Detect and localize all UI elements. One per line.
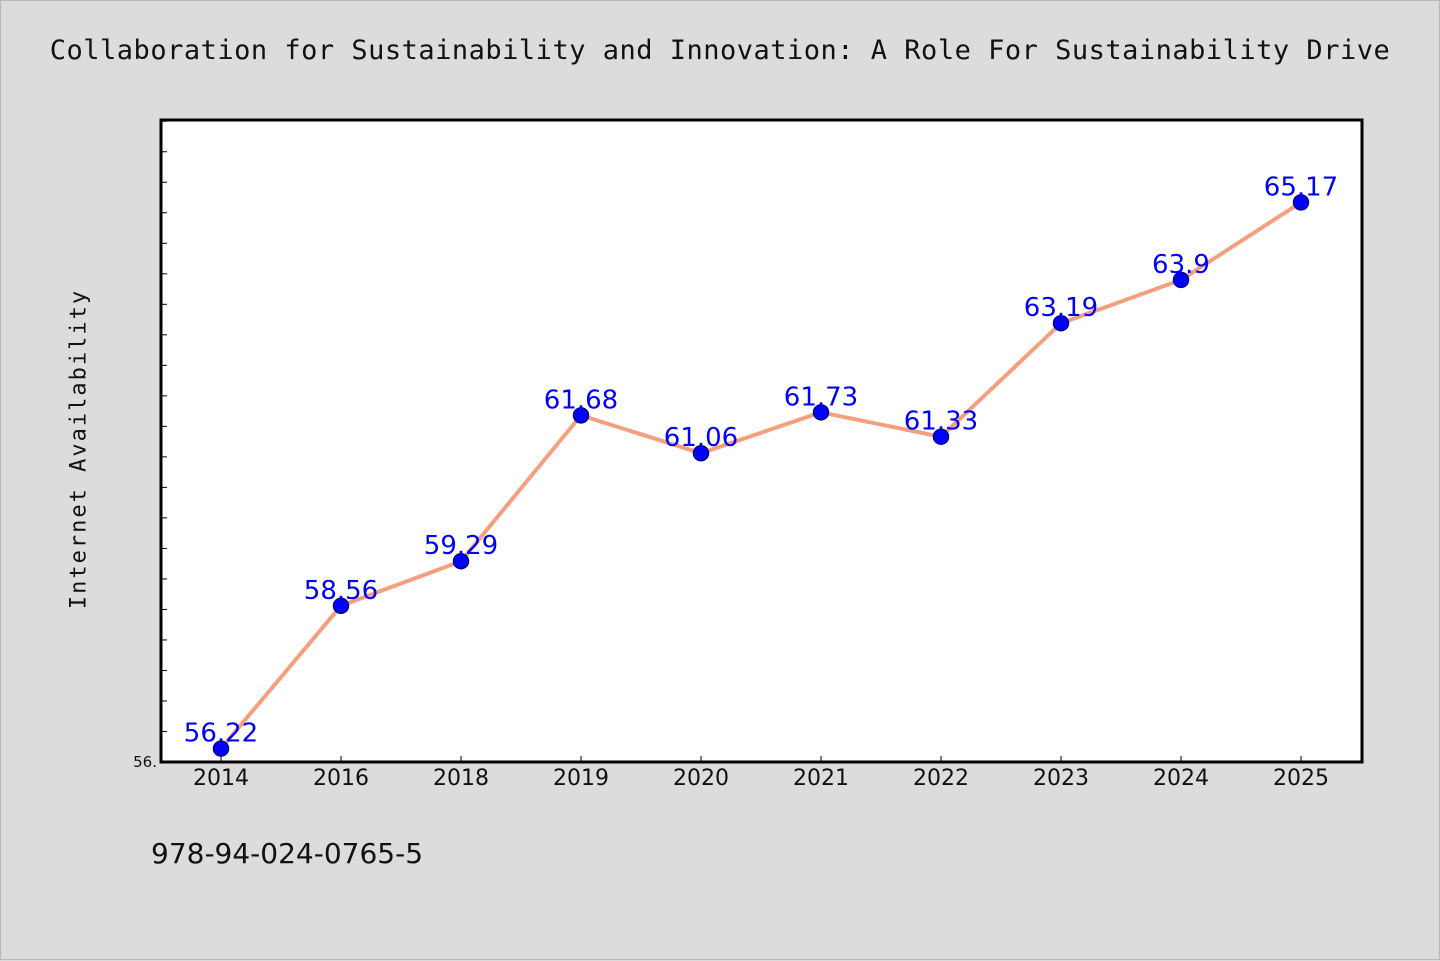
data-point	[812, 404, 830, 421]
y-axis-ticks: 56.	[133, 120, 167, 771]
series-line	[219, 200, 1303, 751]
data-label: 65.17	[1264, 172, 1338, 202]
x-tick-label: 2016	[313, 766, 369, 791]
data-point	[692, 444, 710, 462]
series-line-group	[219, 200, 1303, 751]
x-tick-label: 2018	[433, 766, 489, 791]
data-point	[1172, 271, 1190, 289]
x-tick-label: 2023	[1033, 766, 1089, 791]
data-point	[1052, 314, 1070, 332]
data-points	[212, 194, 1310, 757]
data-point	[332, 597, 350, 615]
plot-area	[159, 118, 1364, 764]
data-point	[572, 407, 590, 424]
x-tick-label: 2024	[1153, 766, 1209, 791]
y-tick-label: 56.	[133, 753, 157, 771]
x-tick-label: 2020	[673, 766, 729, 791]
footer-code: 978-94-024-0765-5	[151, 837, 424, 870]
data-label: 61.33	[904, 407, 978, 437]
x-tick-label: 2021	[793, 766, 849, 791]
data-label: 56.22	[184, 719, 258, 749]
x-tick-label: 2025	[1273, 766, 1329, 791]
data-label: 63.9	[1152, 250, 1210, 280]
x-tick-label: 2019	[553, 766, 609, 791]
x-tick-label: 2014	[193, 766, 249, 791]
data-point	[212, 740, 230, 757]
data-point	[452, 552, 470, 570]
x-tick-label: 2022	[913, 766, 969, 791]
data-labels: 56.22 58.56 59.29 61.68 61.06 61.73 61.33 63.19…	[184, 172, 1338, 748]
data-label: 61.73	[784, 382, 858, 412]
data-point	[932, 428, 950, 445]
data-label: 59.29	[424, 531, 498, 561]
data-label: 63.19	[1024, 293, 1098, 323]
data-point	[1292, 194, 1310, 211]
chart-title: Collaboration for Sustainability and Inn…	[49, 35, 1391, 66]
x-axis-ticks: 2014 2016 2018 2019 2020 2021 2022 2023 2024 2025	[193, 756, 1329, 791]
data-label: 61.68	[544, 385, 618, 415]
data-label: 58.56	[304, 576, 378, 606]
data-label: 61.06	[664, 423, 738, 453]
